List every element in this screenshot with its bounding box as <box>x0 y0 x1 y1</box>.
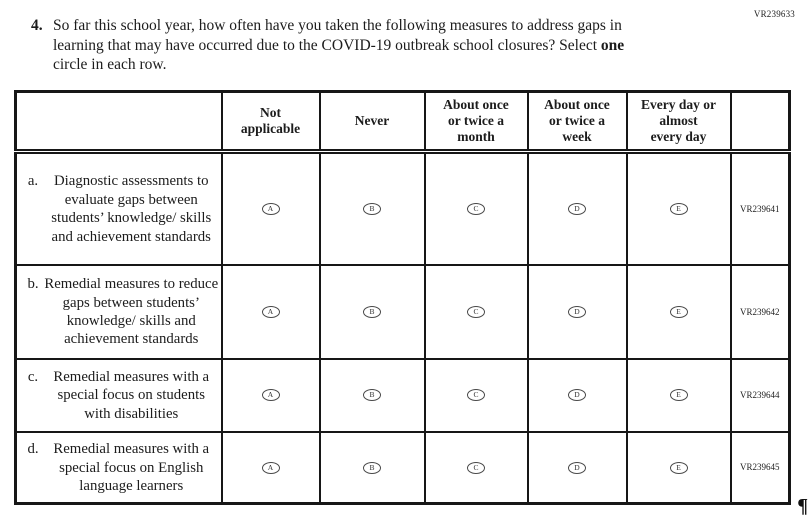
answer-bubble-c-once-twice-month[interactable]: C <box>467 389 485 402</box>
response-matrix-table: Not applicable Never About once or twice… <box>14 90 791 505</box>
option-cell: D <box>526 357 628 433</box>
header-row: Not applicable Never About once or twice… <box>14 90 791 154</box>
row-label-c: c. Remedial measures with a special focu… <box>14 357 223 433</box>
option-cell: D <box>526 263 628 360</box>
option-cell: B <box>318 357 426 433</box>
column-header-never: Never <box>318 90 426 154</box>
option-cell: D <box>526 150 628 266</box>
row-label-d: d. Remedial measures with a special focu… <box>14 430 223 505</box>
option-cell: E <box>625 430 732 505</box>
table-row-b: b. Remedial measures to reduce gaps betw… <box>14 263 791 360</box>
answer-bubble-c-every-day[interactable]: E <box>669 389 688 402</box>
answer-bubble-a-once-twice-month[interactable]: C <box>467 203 485 216</box>
answer-bubble-a-never[interactable]: B <box>363 203 381 216</box>
option-cell: C <box>423 263 529 360</box>
question-text: So far this school year, how often have … <box>53 16 659 75</box>
row-code-c: VR239644 <box>729 357 791 433</box>
table-row-d: d. Remedial measures with a special focu… <box>14 430 791 505</box>
answer-bubble-b-once-twice-week[interactable]: D <box>568 305 586 318</box>
option-cell: E <box>625 150 732 266</box>
option-cell: E <box>625 263 732 360</box>
column-header-not-applicable: Not applicable <box>220 90 321 154</box>
question-text-bold: one <box>600 36 625 54</box>
question-text-part2: circle in each row. <box>53 56 167 73</box>
row-code-b: VR239642 <box>729 263 791 360</box>
option-cell: D <box>526 430 628 505</box>
option-cell: A <box>220 357 321 433</box>
option-cell: C <box>423 357 529 433</box>
answer-bubble-b-once-twice-month[interactable]: C <box>467 305 485 318</box>
option-cell: B <box>318 150 426 266</box>
column-header-every-day: Every day or almost every day <box>625 90 732 154</box>
option-cell: B <box>318 263 426 360</box>
question-number: 4. <box>31 17 43 34</box>
option-cell: C <box>423 430 529 505</box>
row-label-text: Diagnostic assessments to evaluate gaps … <box>51 173 212 245</box>
column-header-once-twice-month: About once or twice a month <box>423 90 529 154</box>
form-code-top: VR239633 <box>753 9 795 19</box>
row-code-a: VR239641 <box>729 150 791 266</box>
header-stub-cell <box>14 90 223 154</box>
header-code-cell <box>729 90 791 154</box>
row-label-a: a. Diagnostic assessments to evaluate ga… <box>14 150 223 266</box>
row-letter: c. <box>27 368 39 385</box>
answer-bubble-b-never[interactable]: B <box>363 305 381 318</box>
answer-bubble-a-not-applicable[interactable]: A <box>261 203 280 216</box>
answer-bubble-a-every-day[interactable]: E <box>669 203 688 216</box>
answer-bubble-a-once-twice-week[interactable]: D <box>568 203 586 216</box>
option-cell: A <box>220 430 321 505</box>
option-cell: B <box>318 430 426 505</box>
row-label-b: b. Remedial measures to reduce gaps betw… <box>14 263 223 360</box>
answer-bubble-c-not-applicable[interactable]: A <box>261 389 280 402</box>
table-row-a: a. Diagnostic assessments to evaluate ga… <box>14 150 791 266</box>
row-label-text: Remedial measures with a special focus o… <box>53 441 210 494</box>
answer-bubble-b-every-day[interactable]: E <box>669 305 688 318</box>
answer-bubble-d-not-applicable[interactable]: A <box>261 461 280 474</box>
row-letter: d. <box>27 441 39 458</box>
column-header-once-twice-week: About once or twice a week <box>526 90 628 154</box>
row-label-text: Remedial measures to reduce gaps between… <box>44 276 219 348</box>
option-cell: C <box>423 150 529 266</box>
answer-bubble-d-every-day[interactable]: E <box>669 461 688 474</box>
option-cell: E <box>625 357 732 433</box>
answer-bubble-b-not-applicable[interactable]: A <box>261 305 280 318</box>
table-row-c: c. Remedial measures with a special focu… <box>14 357 791 433</box>
answer-bubble-d-once-twice-week[interactable]: D <box>568 461 586 474</box>
row-letter: b. <box>27 276 39 293</box>
row-label-text: Remedial measures with a special focus o… <box>53 368 210 422</box>
answer-bubble-d-never[interactable]: B <box>363 461 381 474</box>
option-cell: A <box>220 150 321 266</box>
question-text-part1: So far this school year, how often have … <box>53 17 622 54</box>
answer-bubble-c-once-twice-week[interactable]: D <box>568 389 586 402</box>
answer-bubble-c-never[interactable]: B <box>363 389 381 402</box>
row-letter: a. <box>27 173 39 190</box>
answer-bubble-d-once-twice-month[interactable]: C <box>467 461 485 474</box>
question-block: 4. So far this school year, how often ha… <box>31 16 659 75</box>
row-code-d: VR239645 <box>729 430 791 505</box>
pilcrow-mark: ¶ <box>797 495 808 517</box>
option-cell: A <box>220 263 321 360</box>
